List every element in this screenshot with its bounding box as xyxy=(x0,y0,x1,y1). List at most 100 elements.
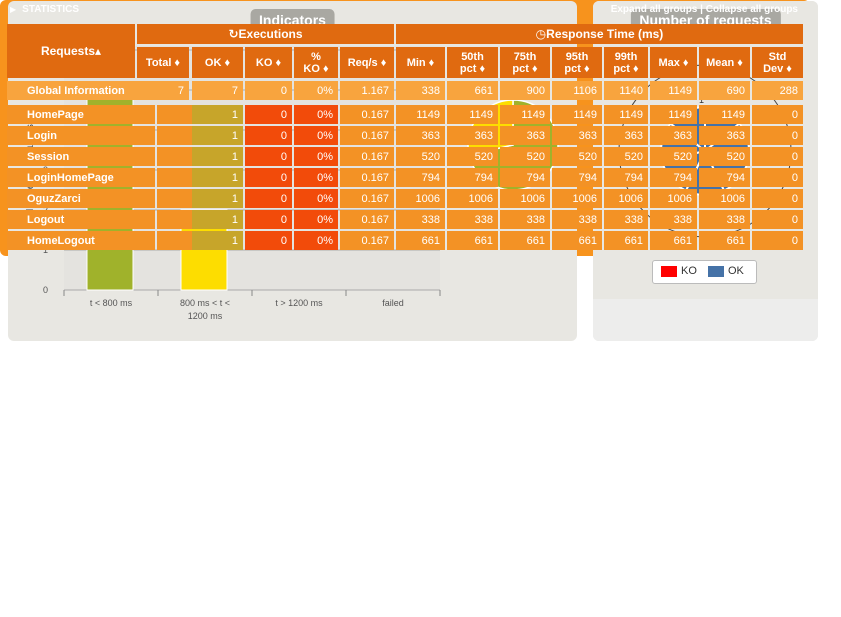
request-row-name[interactable]: HomePage xyxy=(7,105,155,124)
cell-50thpct: 1149 xyxy=(447,105,498,124)
cell-ko: 0 xyxy=(245,81,292,100)
cell-ko: 0 xyxy=(245,126,292,145)
cell-ko: 0% xyxy=(294,147,338,166)
cell-stddev: 0 xyxy=(752,210,803,229)
cell-ko: 0 xyxy=(245,189,292,208)
request-row-name[interactable]: HomeLogout xyxy=(7,231,155,250)
cell-mean: 338 xyxy=(699,210,750,229)
column-header-text: OK ♦ xyxy=(204,56,231,69)
column-header-text: pct ♦ xyxy=(512,62,538,75)
sort-asc-icon: ▴ xyxy=(95,44,102,58)
column-header-text: pct ♦ xyxy=(459,62,486,75)
column-header-ok[interactable]: OK ♦ xyxy=(192,47,243,78)
column-header-text: 99th xyxy=(614,50,638,63)
column-header-ko[interactable]: KO ♦ xyxy=(245,47,292,78)
request-row-name[interactable]: LoginHomePage xyxy=(7,168,155,187)
cell-ko: 0 xyxy=(245,210,292,229)
cell-stddev: 0 xyxy=(752,231,803,250)
cell-50thpct: 794 xyxy=(447,168,498,187)
collapse-all-groups-link[interactable]: Collapse all groups xyxy=(705,4,798,15)
cell-ko: 0 xyxy=(245,105,292,124)
cell-reqs: 0.167 xyxy=(340,189,394,208)
cell-min: 794 xyxy=(396,168,445,187)
cell-stddev: 0 xyxy=(752,105,803,124)
cell-stddev: 0 xyxy=(752,189,803,208)
cell-stddev: 0 xyxy=(752,168,803,187)
cell-reqs: 0.167 xyxy=(340,210,394,229)
cell-95thpct: 1149 xyxy=(552,105,602,124)
cell-ko: 0% xyxy=(294,210,338,229)
cell-min: 520 xyxy=(396,147,445,166)
cell-min: 1006 xyxy=(396,189,445,208)
cell-50thpct: 1006 xyxy=(447,189,498,208)
cell-ok: 1 xyxy=(192,168,243,187)
cell-ok: 1 xyxy=(192,105,243,124)
statistics-panel: ▶ STATISTICS Expand all groups | Collapse… xyxy=(0,0,810,256)
cell-max: 363 xyxy=(650,126,697,145)
x-tick-label: failed xyxy=(382,298,404,308)
column-header-text: Total ♦ xyxy=(145,56,181,69)
column-header-min[interactable]: Min ♦ xyxy=(396,47,445,78)
cell-mean: 690 xyxy=(699,81,750,100)
legend-ko-swatch xyxy=(661,266,677,277)
statistics-toggle[interactable]: ▶ STATISTICS xyxy=(10,4,79,15)
requests-column-header[interactable]: Requests ▴ xyxy=(7,24,135,78)
column-header-99thpct[interactable]: 99th pct ♦ xyxy=(604,47,648,78)
cell-99thpct: 1140 xyxy=(604,81,648,100)
cell-75thpct: 363 xyxy=(500,126,550,145)
cell-mean: 520 xyxy=(699,147,750,166)
cell-ok: 1 xyxy=(192,231,243,250)
column-header-75thpct[interactable]: 75th pct ♦ xyxy=(500,47,550,78)
cell-ko: 0 xyxy=(245,168,292,187)
cell-max: 1149 xyxy=(650,81,697,100)
request-name: Global Information xyxy=(27,84,125,97)
cell-99thpct: 661 xyxy=(604,231,648,250)
x-tick-label: t > 1200 ms xyxy=(275,298,323,308)
global-information-row[interactable]: Global Information xyxy=(7,81,157,100)
column-header-text: % xyxy=(311,50,321,63)
cell-99thpct: 338 xyxy=(604,210,648,229)
column-header-reqs[interactable]: Req/s ♦ xyxy=(340,47,394,78)
cell-reqs: 0.167 xyxy=(340,105,394,124)
cell-99thpct: 520 xyxy=(604,147,648,166)
cell-ko: 0% xyxy=(294,231,338,250)
column-header-mean[interactable]: Mean ♦ xyxy=(699,47,750,78)
cell-ko: 0% xyxy=(294,81,338,100)
cell-50thpct: 363 xyxy=(447,126,498,145)
response-time-label: Response Time (ms) xyxy=(546,27,664,41)
cell-ok: 1 xyxy=(192,126,243,145)
legend-ok-swatch xyxy=(708,266,724,277)
cell-mean: 363 xyxy=(699,126,750,145)
column-header-95thpct[interactable]: 95th pct ♦ xyxy=(552,47,602,78)
group-links: Expand all groups | Collapse all groups xyxy=(611,4,798,15)
cell-75thpct: 338 xyxy=(500,210,550,229)
triangle-right-icon: ▶ xyxy=(10,5,17,14)
column-header-stddev[interactable]: Std Dev ♦ xyxy=(752,47,803,78)
cell-ko: 0% xyxy=(294,168,338,187)
request-row-name[interactable]: Login xyxy=(7,126,155,145)
column-header-total[interactable]: Total ♦ xyxy=(137,47,189,78)
column-header-text: pct ♦ xyxy=(613,62,639,75)
column-header-text: Req/s ♦ xyxy=(347,56,387,69)
expand-all-groups-link[interactable]: Expand all groups xyxy=(610,4,698,15)
request-name: HomePage xyxy=(27,108,84,121)
group-links-separator: | xyxy=(700,4,703,15)
request-row-name[interactable]: Logout xyxy=(7,210,155,229)
statistics-title: STATISTICS xyxy=(22,4,80,15)
legend-ok-label[interactable]: OK xyxy=(728,265,744,277)
cell-ok: 1 xyxy=(192,189,243,208)
column-header-ko[interactable]: % KO ♦ xyxy=(294,47,338,78)
column-header-max[interactable]: Max ♦ xyxy=(650,47,697,78)
request-row-name[interactable]: Session xyxy=(7,147,155,166)
x-tick-label: 1200 ms xyxy=(188,311,223,321)
cell-99thpct: 794 xyxy=(604,168,648,187)
request-row-name[interactable]: OguzZarci xyxy=(7,189,155,208)
cell-stddev: 0 xyxy=(752,126,803,145)
cell-max: 338 xyxy=(650,210,697,229)
cell-ok: 7 xyxy=(192,81,243,100)
column-header-text: Min ♦ xyxy=(406,56,435,69)
legend-ko-label[interactable]: KO xyxy=(681,265,697,277)
cell-75thpct: 1149 xyxy=(500,105,550,124)
column-header-50thpct[interactable]: 50th pct ♦ xyxy=(447,47,498,78)
column-header-text: Std xyxy=(768,50,787,63)
